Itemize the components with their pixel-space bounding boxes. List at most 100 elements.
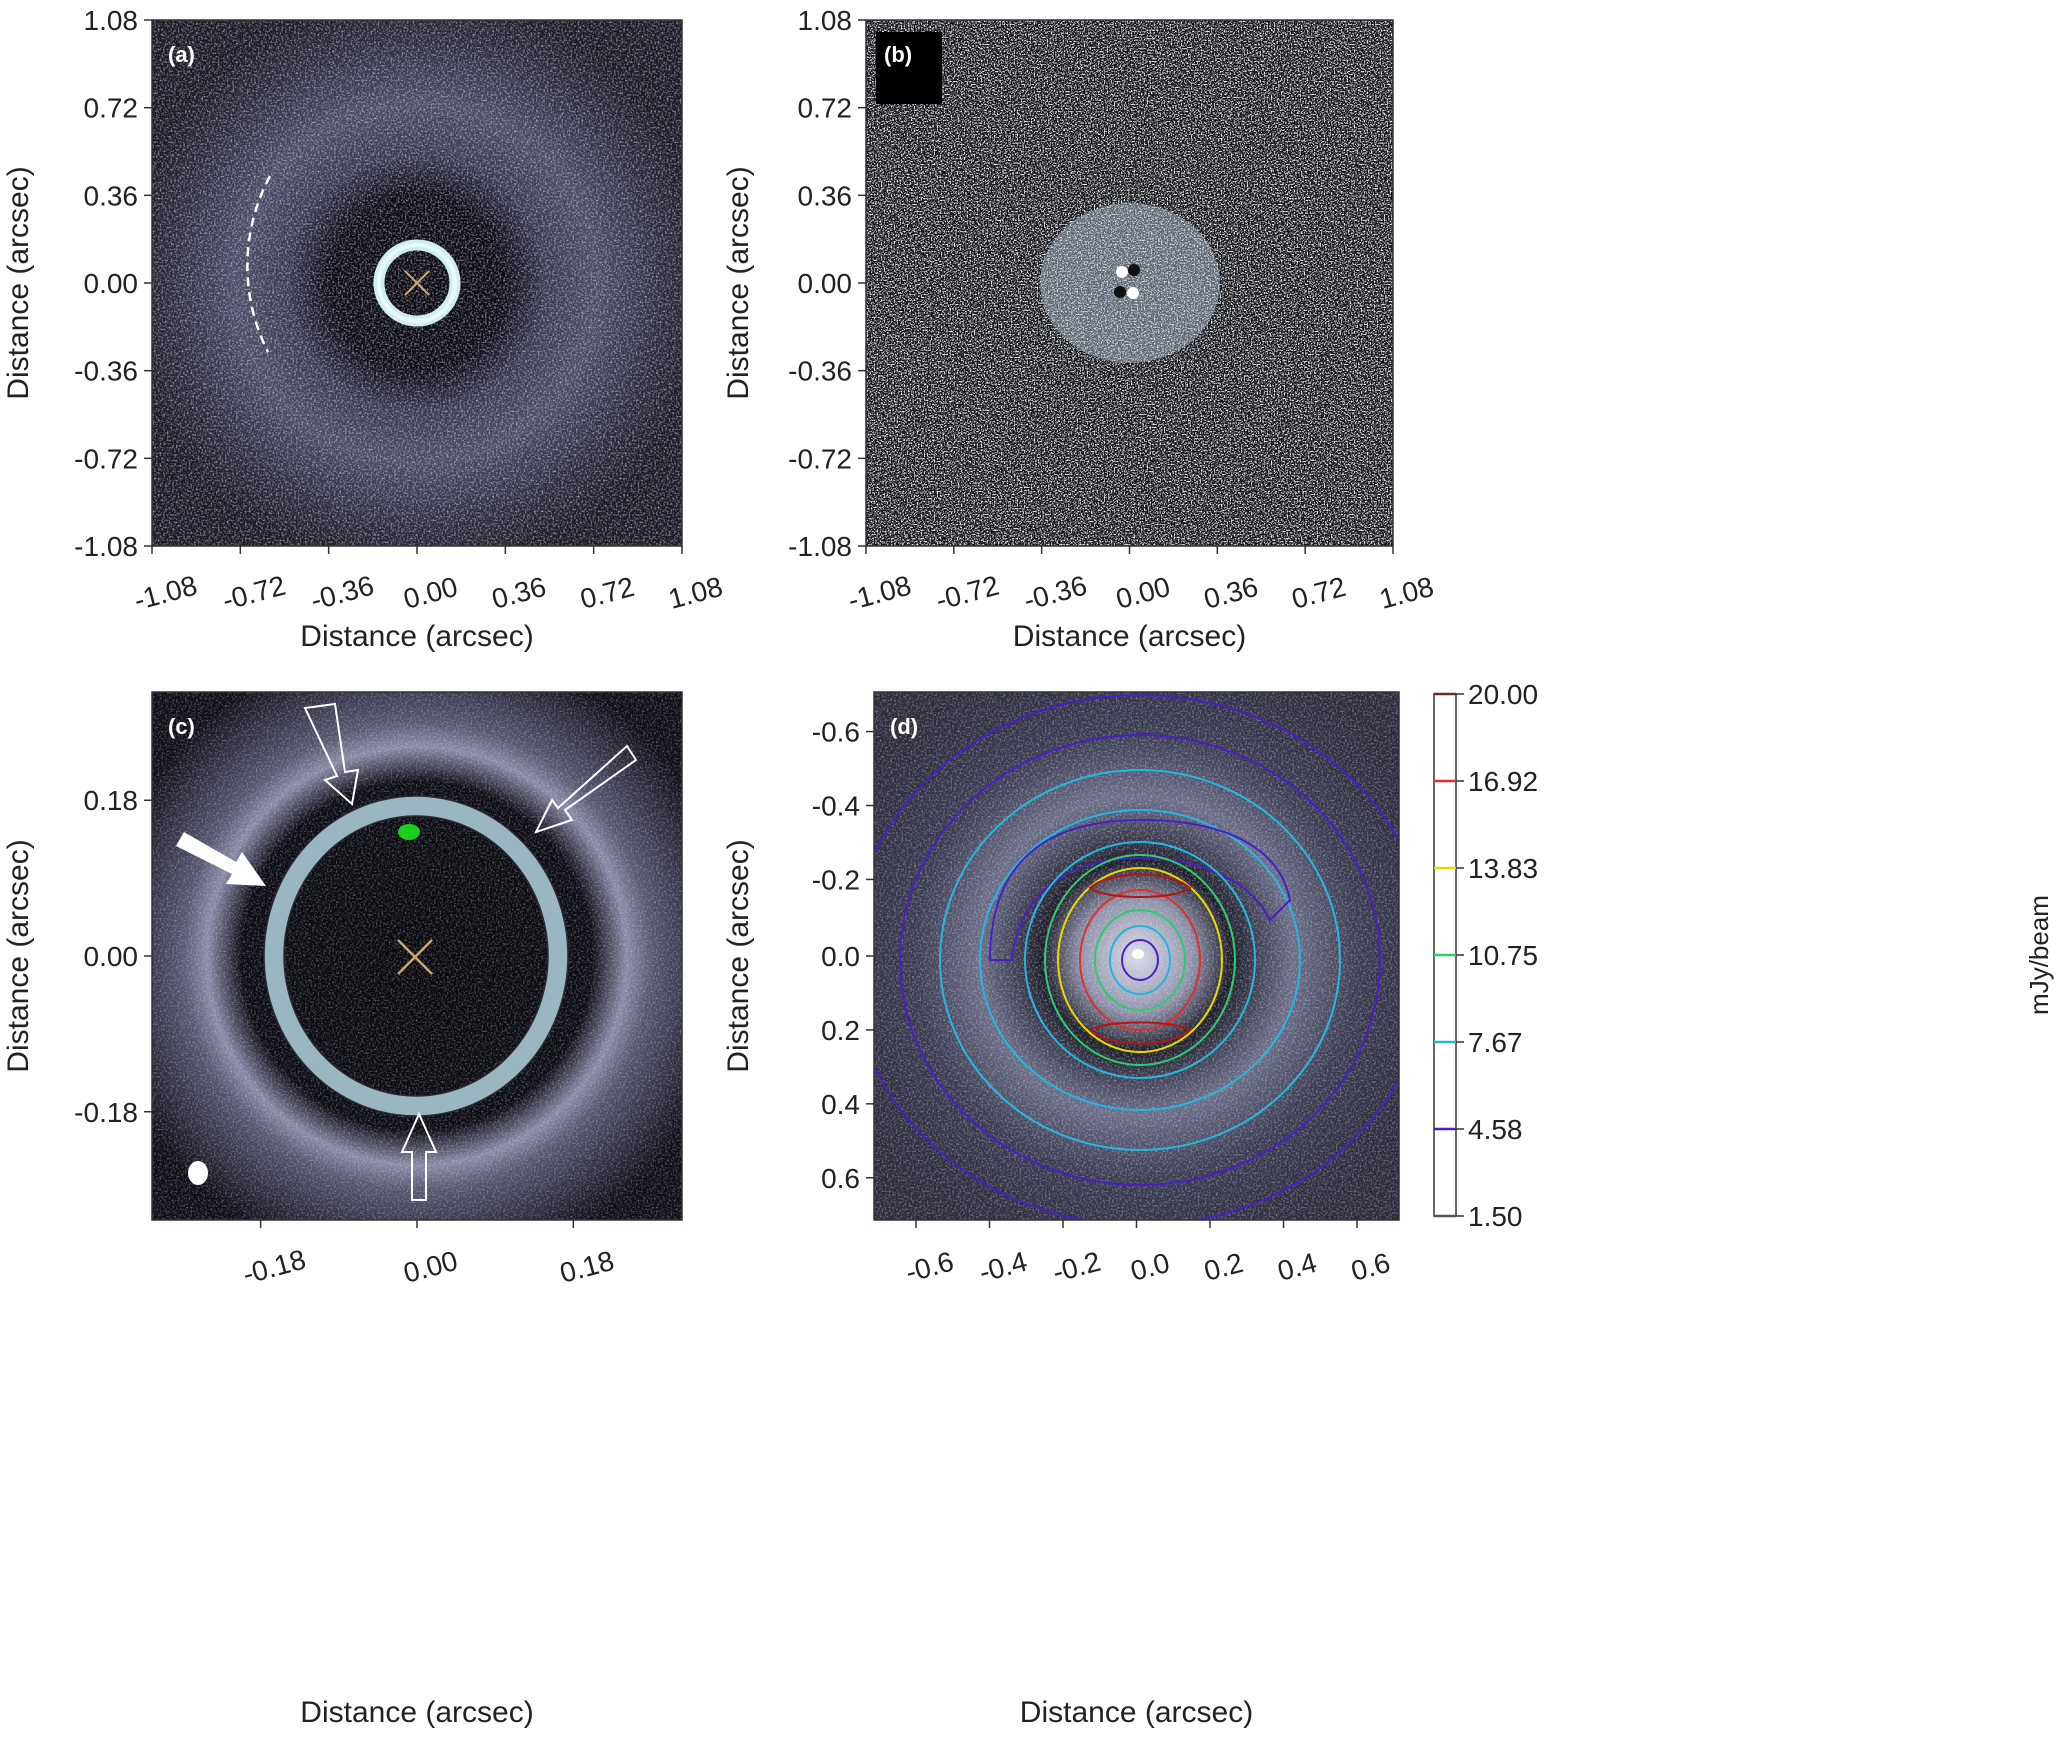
xtick-label: 0.72: [577, 571, 638, 615]
xtick-label: -0.36: [1020, 570, 1090, 616]
panel-a-image: (a): [152, 20, 682, 546]
arrow-top: [303, 702, 360, 806]
xtick-label: 0.00: [400, 1245, 461, 1289]
contour-lines: [874, 694, 1399, 1220]
colorbar-title: mJy/beam: [2024, 895, 2054, 1015]
panel-c-letter: (c): [168, 714, 195, 739]
outer-arc-marker: [246, 175, 272, 353]
panel-c-image: (c): [152, 692, 682, 1220]
y-axis-label: Distance (arcsec): [2, 166, 35, 399]
xtick-label: -0.72: [933, 570, 1003, 616]
contour-cyan-2: [979, 809, 1301, 1111]
ytick-label: 0.00: [84, 268, 139, 299]
arrow-left-filled: [176, 832, 266, 886]
colorbar-tick-label: 7.67: [1468, 1027, 1523, 1058]
beam-ellipse: [188, 1161, 208, 1185]
ytick-label: -0.2: [812, 864, 860, 895]
contour-cyan-1: [939, 769, 1341, 1151]
xtick-label: 0.2: [1201, 1247, 1247, 1287]
contour-darkred-bottom: [1088, 1021, 1192, 1045]
xtick-label: 1.08: [1376, 571, 1437, 615]
residual-center: [1114, 264, 1140, 299]
colorbar-tick-label: 20.00: [1468, 679, 1538, 710]
green-blob: [398, 824, 420, 840]
xtick-label: 0.00: [1113, 571, 1174, 615]
panel-d-image: (d): [874, 692, 1399, 1220]
colorbar: 20.00 16.92 13.83 10.75 7.67 4.58 1.50 mJy/bea…: [1433, 679, 2054, 1232]
axes-layer: 1.08 0.72 0.36 0.00 -0.36 -0.72 -1.08 -1.08 -0.7…: [2, 5, 1437, 1729]
x-axis-label: Distance (arcsec): [1013, 620, 1246, 653]
contour-green: [1044, 854, 1236, 1066]
xtick-label: 0.00: [400, 571, 461, 615]
ytick-label: 1.08: [798, 5, 853, 36]
star-marker-c: [397, 939, 433, 975]
xtick-label: -0.4: [976, 1246, 1031, 1288]
x-axis-label: Distance (arcsec): [300, 620, 533, 653]
ytick-label: 0.72: [798, 93, 853, 124]
contour-cyan-inner: [1109, 925, 1171, 995]
ytick-label: 0.72: [84, 93, 139, 124]
contour-indigo-inner: [988, 818, 1292, 961]
xtick-label: 0.36: [489, 571, 550, 615]
ytick-label: -0.72: [788, 443, 852, 474]
panel-a-letter: (a): [168, 42, 195, 67]
ytick-label: 0.00: [84, 941, 139, 972]
arrow-bottom: [400, 1111, 438, 1201]
panel-b-letter: (b): [884, 42, 912, 67]
ytick-label: -1.08: [788, 531, 852, 562]
xtick-label: -0.72: [219, 570, 289, 616]
xtick-label: -0.2: [1049, 1246, 1104, 1288]
y-axis-label: Distance (arcsec): [722, 166, 755, 399]
ytick-label: -0.72: [74, 443, 138, 474]
ytick-label: -0.36: [788, 356, 852, 387]
arrow-top-right: [534, 744, 638, 834]
ytick-label: 0.36: [84, 180, 139, 211]
ytick-label: -1.08: [74, 531, 138, 562]
xtick-label: -0.36: [307, 570, 377, 616]
ytick-label: -0.6: [812, 717, 860, 748]
panel-a: (a): [151, 19, 683, 547]
contour-darkred-top: [1088, 873, 1192, 898]
ytick-label: 0.0: [821, 941, 860, 972]
ytick-label: 0.00: [798, 268, 853, 299]
ytick-label: 0.6: [821, 1163, 860, 1194]
ytick-label: 0.4: [821, 1089, 860, 1120]
panel-d: (d) 20.00 16.92 13.83 10.75 7.67 4.58 1.50 mJy…: [873, 679, 2054, 1232]
contour-red: [1079, 889, 1201, 1031]
contour-indigo-outer: [874, 694, 1399, 1220]
xtick-label: 0.0: [1127, 1247, 1173, 1287]
panel-b-image: (b): [866, 20, 1393, 546]
ytick-label: 0.18: [84, 785, 139, 816]
colorbar-ticks: 20.00 16.92 13.83 10.75 7.67 4.58 1.50: [1434, 679, 1538, 1232]
panel-b-letter-box: [876, 32, 942, 104]
xtick-label: -0.18: [239, 1244, 309, 1290]
colorbar-tick-label: 1.50: [1468, 1201, 1523, 1232]
colorbar-tick-label: 4.58: [1468, 1114, 1523, 1145]
xtick-label: 0.36: [1201, 571, 1262, 615]
y-axis-label: Distance (arcsec): [2, 839, 35, 1072]
panel-d-letter: (d): [890, 714, 918, 739]
contour-cyan-3: [1024, 841, 1256, 1079]
ytick-label: -0.36: [74, 356, 138, 387]
star-marker-a: [404, 270, 430, 296]
xtick-label: 0.18: [557, 1245, 618, 1289]
panel-c: (c): [151, 691, 683, 1221]
panel-b: (b): [865, 19, 1394, 547]
contour-indigo-core: [1121, 939, 1159, 981]
y-axis-label: Distance (arcsec): [722, 839, 755, 1072]
x-axis-label: Distance (arcsec): [300, 1696, 533, 1729]
ytick-label: 0.36: [798, 180, 853, 211]
xtick-label: -1.08: [131, 570, 201, 616]
colorbar-tick-label: 10.75: [1468, 940, 1538, 971]
colorbar-tick-label: 13.83: [1468, 853, 1538, 884]
x-axis-label: Distance (arcsec): [1020, 1696, 1253, 1729]
contour-indigo-2: [899, 734, 1381, 1186]
contour-yellow: [1057, 867, 1223, 1053]
ytick-label: -0.18: [74, 1097, 138, 1128]
xtick-label: 0.6: [1348, 1247, 1394, 1287]
ring-c: [264, 796, 568, 1116]
ytick-label: 0.2: [821, 1015, 860, 1046]
xtick-label: -0.6: [902, 1246, 957, 1288]
colorbar-tick-label: 16.92: [1468, 766, 1538, 797]
